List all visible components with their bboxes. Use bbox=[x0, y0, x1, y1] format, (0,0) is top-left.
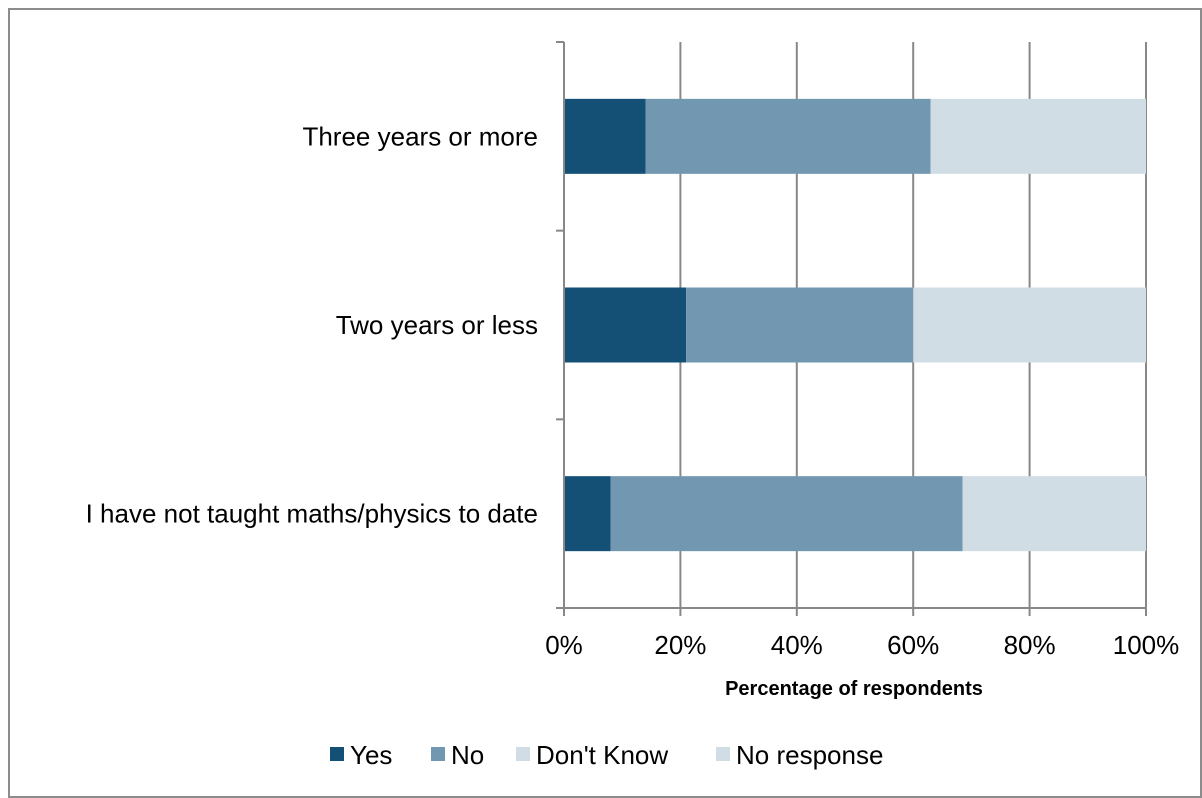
x-tick-labels: 0% 20% 40% 60% 80% 100% bbox=[545, 630, 1179, 660]
bar-segment bbox=[962, 476, 1146, 552]
bar-segment bbox=[686, 287, 914, 363]
x-tick-label: 80% bbox=[1004, 630, 1056, 660]
legend-swatch bbox=[431, 747, 445, 761]
bars bbox=[564, 98, 1146, 552]
legend-swatch bbox=[330, 747, 344, 761]
x-tick-label: 20% bbox=[654, 630, 706, 660]
x-tick-label: 0% bbox=[545, 630, 583, 660]
legend-label: No bbox=[451, 740, 484, 770]
legend-label: Yes bbox=[350, 740, 392, 770]
bar-segment bbox=[610, 476, 963, 552]
legend: Yes No Don't Know No response bbox=[330, 740, 883, 770]
bar-segment bbox=[913, 287, 1146, 363]
bar-segment bbox=[564, 98, 646, 174]
category-labels: Three years or more Two years or less I ha… bbox=[86, 121, 538, 528]
category-label: I have not taught maths/physics to date bbox=[86, 499, 538, 529]
category-label: Three years or more bbox=[302, 121, 538, 151]
bar-segment bbox=[645, 98, 931, 174]
category-label: Two years or less bbox=[336, 310, 538, 340]
x-tick-label: 40% bbox=[771, 630, 823, 660]
bar-segment bbox=[930, 98, 1146, 174]
x-tick-label: 100% bbox=[1113, 630, 1180, 660]
bar-segment bbox=[564, 287, 687, 363]
bar-segment bbox=[564, 476, 611, 552]
x-tick-label: 60% bbox=[887, 630, 939, 660]
legend-swatch bbox=[716, 747, 730, 761]
legend-swatch bbox=[516, 747, 530, 761]
legend-label: Don't Know bbox=[536, 740, 668, 770]
x-axis-title: Percentage of respondents bbox=[725, 678, 983, 700]
legend-label: No response bbox=[736, 740, 883, 770]
axes bbox=[556, 41, 1147, 616]
